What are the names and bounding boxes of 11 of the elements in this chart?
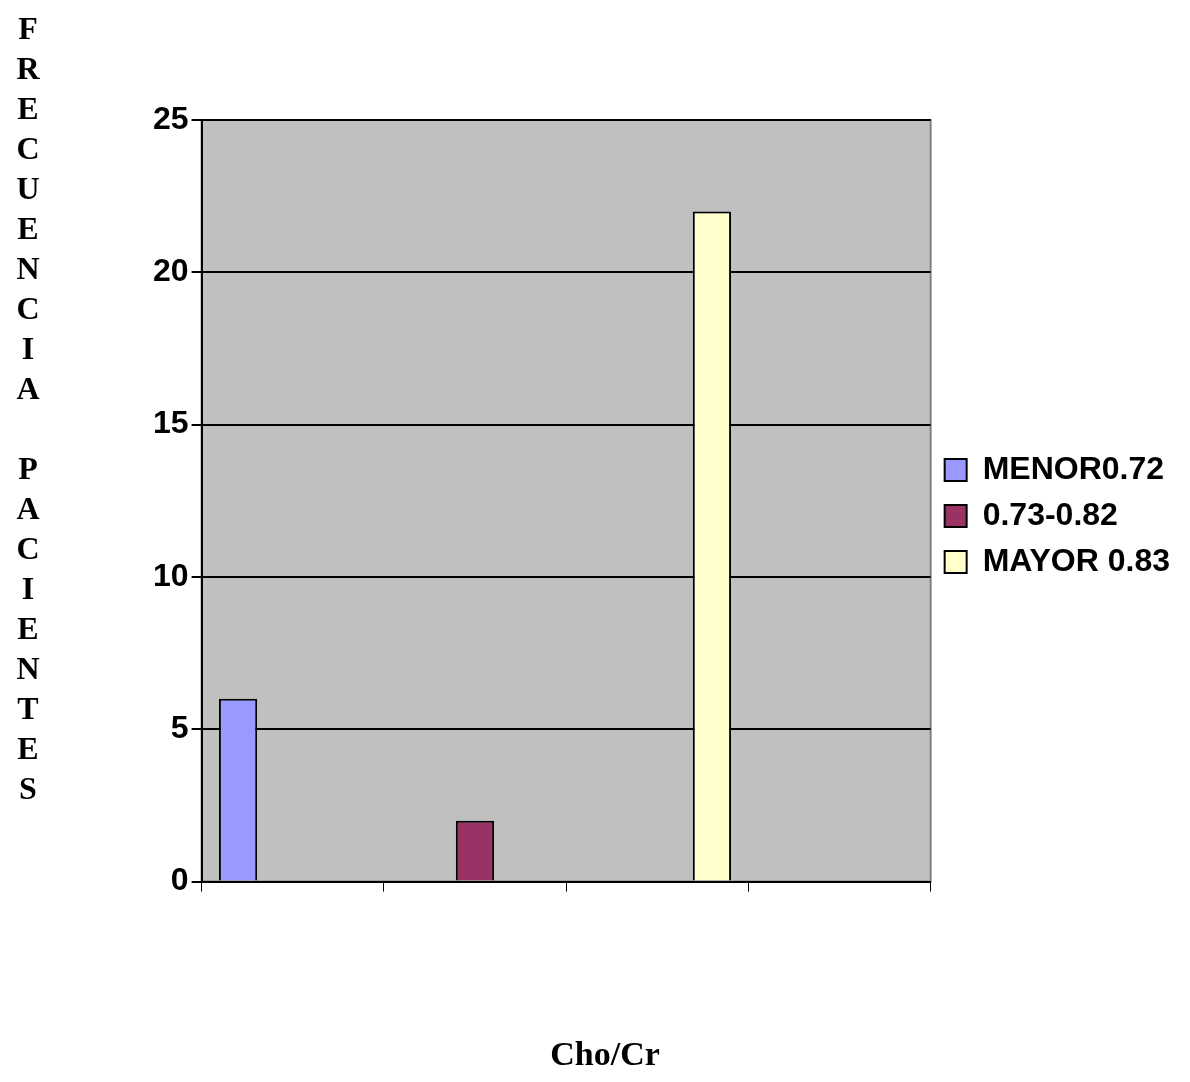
y-tick-label: 15 (153, 404, 189, 441)
legend-label: 0.73-0.82 (982, 495, 1118, 532)
legend-label: MENOR0.72 (982, 449, 1165, 486)
x-axis-title: Cho/Cr (549, 1035, 661, 1073)
y-tick-label: 0 (170, 861, 189, 898)
y-tick-label: 25 (153, 99, 189, 136)
y-axis-title: FRECUENCIA PACIENTES (10, 10, 46, 810)
y-tick-label: 5 (170, 709, 189, 746)
legend-label: MAYOR 0.83 (982, 541, 1170, 578)
y-tick-label: 10 (153, 556, 189, 593)
y-tick-label: 20 (153, 252, 189, 289)
